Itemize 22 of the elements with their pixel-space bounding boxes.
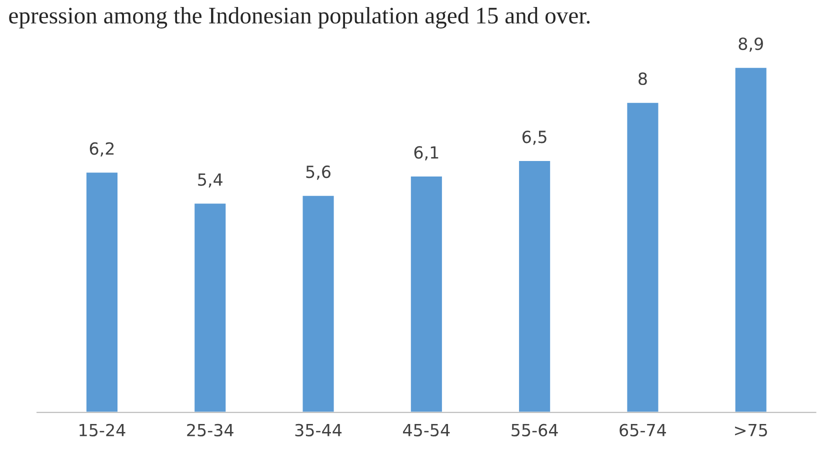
bar — [410, 175, 444, 412]
data-label: 5,4 — [198, 173, 222, 188]
bar — [193, 202, 228, 412]
bar — [626, 101, 660, 412]
x-tick-label: 55-64 — [512, 424, 558, 436]
x-tick-label: 35-44 — [295, 424, 342, 436]
bar — [734, 66, 768, 412]
x-tick-label: 15-24 — [80, 424, 126, 436]
data-label: 5,6 — [306, 165, 330, 180]
bar — [518, 160, 552, 412]
data-label: 6,1 — [414, 146, 438, 160]
data-label: 8 — [638, 72, 647, 86]
x-tick-label: 25-34 — [187, 424, 234, 436]
x-tick-label: 45-54 — [403, 424, 450, 436]
data-label: 8,9 — [738, 38, 763, 52]
chart-title: epression among the Indonesian population aged 15 and over. — [9, 6, 590, 28]
data-label: 6,5 — [522, 130, 546, 145]
x-tick-label: 65-74 — [620, 424, 666, 436]
data-label: 6,2 — [90, 142, 114, 157]
x-tick-label: >75 — [735, 424, 767, 436]
bar — [85, 171, 119, 412]
bar — [301, 194, 336, 412]
